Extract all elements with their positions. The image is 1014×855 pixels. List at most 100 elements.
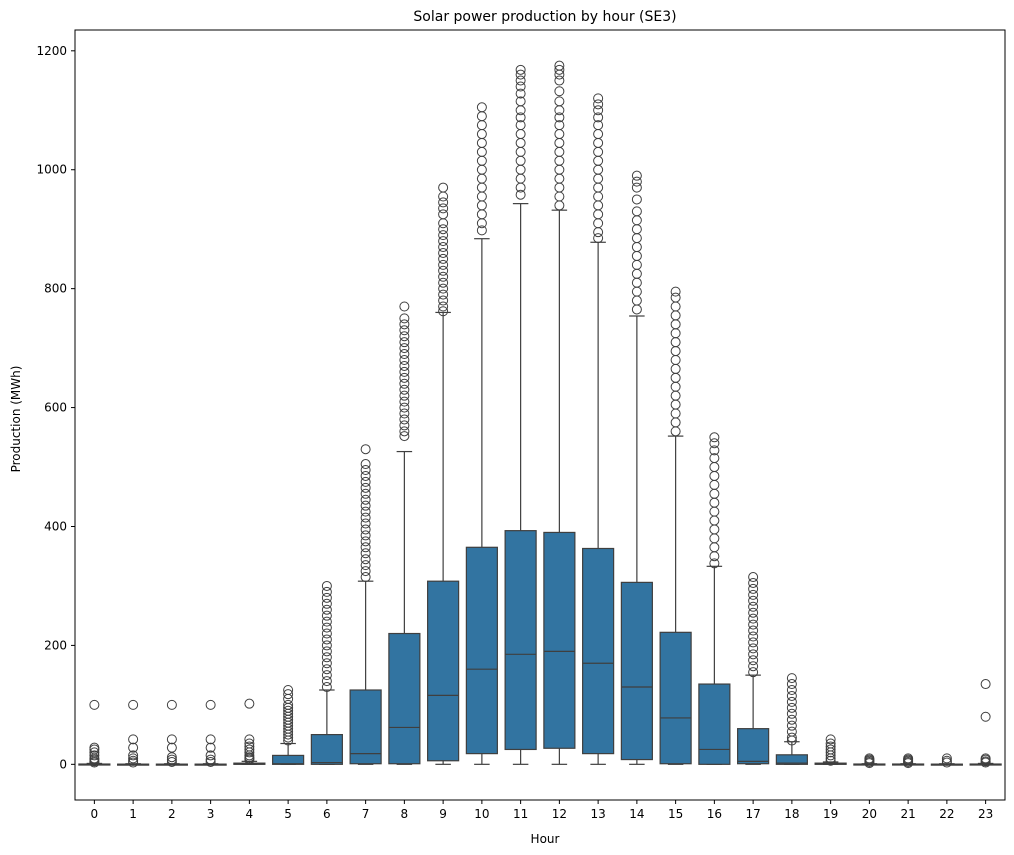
flier-point bbox=[515, 81, 526, 92]
flier-point bbox=[709, 432, 720, 443]
flier-point bbox=[360, 500, 371, 511]
flier-point bbox=[748, 631, 759, 642]
flier-point bbox=[399, 420, 410, 431]
flier-point bbox=[864, 758, 875, 769]
flier-point bbox=[360, 470, 371, 481]
flier-point bbox=[554, 64, 565, 75]
flier-point bbox=[748, 577, 759, 588]
flier-point bbox=[166, 734, 177, 745]
box-iqr bbox=[427, 580, 460, 762]
y-tick-label-400: 400 bbox=[44, 519, 67, 533]
flier-point bbox=[321, 622, 332, 633]
flier-point bbox=[786, 685, 797, 695]
flier-point bbox=[399, 343, 410, 354]
flier-point bbox=[399, 396, 410, 407]
flier-point bbox=[593, 112, 604, 123]
x-tick-label-19: 19 bbox=[823, 807, 838, 821]
flier-point bbox=[360, 488, 371, 499]
flier-point bbox=[438, 277, 449, 288]
flier-point bbox=[205, 756, 216, 767]
y-tick-label-1200: 1200 bbox=[36, 44, 67, 58]
flier-point bbox=[941, 753, 952, 764]
flier-point bbox=[399, 431, 410, 442]
flier-point bbox=[709, 470, 720, 481]
flier-point bbox=[476, 209, 487, 220]
flier-point bbox=[166, 699, 177, 710]
flier-point bbox=[283, 732, 294, 743]
flier-point bbox=[360, 512, 371, 523]
box-hour-2 bbox=[155, 699, 188, 767]
x-tick-label-7: 7 bbox=[362, 807, 370, 821]
flier-point bbox=[438, 182, 449, 193]
box-hour-3 bbox=[194, 699, 227, 767]
flier-point bbox=[903, 758, 914, 769]
flier-point bbox=[438, 236, 449, 247]
x-tick-label-5: 5 bbox=[284, 807, 292, 821]
flier-point bbox=[748, 583, 759, 594]
flier-point bbox=[128, 742, 139, 753]
flier-point bbox=[476, 120, 487, 131]
flier-point bbox=[980, 711, 991, 722]
flier-point bbox=[670, 286, 681, 297]
box-hour-7 bbox=[349, 444, 382, 765]
flier-point bbox=[321, 628, 332, 639]
x-tick-label-14: 14 bbox=[629, 807, 644, 821]
flier-point bbox=[205, 699, 216, 710]
box-iqr bbox=[465, 546, 498, 755]
flier-point bbox=[593, 99, 604, 110]
flier-point bbox=[631, 268, 642, 279]
flier-point bbox=[631, 233, 642, 244]
flier-point bbox=[399, 319, 410, 330]
box-iqr bbox=[582, 547, 615, 755]
flier-point bbox=[748, 613, 759, 624]
box-iqr bbox=[543, 531, 576, 749]
flier-point bbox=[748, 595, 759, 606]
box-hour-18 bbox=[775, 673, 808, 765]
x-tick-label-3: 3 bbox=[207, 807, 215, 821]
flier-point bbox=[941, 757, 952, 768]
flier-point bbox=[825, 734, 836, 745]
box-hour-10 bbox=[465, 102, 498, 765]
flier-point bbox=[360, 530, 371, 541]
flier-point bbox=[670, 346, 681, 357]
box-hour-9 bbox=[427, 182, 460, 765]
x-tick-label-22: 22 bbox=[939, 807, 954, 821]
flier-point bbox=[321, 604, 332, 615]
flier-point bbox=[360, 542, 371, 553]
flier-point bbox=[670, 319, 681, 330]
flier-point bbox=[321, 670, 332, 681]
flier-point bbox=[554, 146, 565, 157]
flier-point bbox=[593, 137, 604, 148]
flier-point bbox=[554, 69, 565, 80]
box-hour-20 bbox=[853, 753, 886, 769]
flier-point bbox=[631, 242, 642, 253]
flier-point bbox=[399, 313, 410, 324]
x-tick-label-1: 1 bbox=[129, 807, 137, 821]
flier-point bbox=[786, 673, 797, 684]
flier-point bbox=[515, 88, 526, 99]
flier-point bbox=[515, 64, 526, 75]
flier-point bbox=[438, 242, 449, 253]
box-iqr bbox=[504, 530, 537, 751]
flier-point bbox=[515, 112, 526, 123]
flier-point bbox=[554, 75, 565, 86]
box-iqr bbox=[737, 728, 770, 765]
box-iqr bbox=[698, 683, 731, 765]
flier-point bbox=[399, 331, 410, 342]
flier-point bbox=[399, 366, 410, 377]
flier-point bbox=[709, 551, 720, 562]
flier-point bbox=[631, 277, 642, 288]
flier-point bbox=[399, 337, 410, 348]
flier-point bbox=[786, 720, 797, 731]
flier-point bbox=[786, 690, 797, 701]
flier-point bbox=[399, 325, 410, 336]
flier-point bbox=[476, 191, 487, 202]
flier-point bbox=[748, 625, 759, 636]
flier-point bbox=[321, 586, 332, 597]
box-iqr bbox=[659, 631, 692, 765]
flier-point bbox=[438, 197, 449, 208]
flier-point bbox=[709, 479, 720, 490]
box-hour-13 bbox=[582, 93, 615, 765]
flier-point bbox=[786, 735, 797, 746]
flier-point bbox=[438, 306, 449, 317]
